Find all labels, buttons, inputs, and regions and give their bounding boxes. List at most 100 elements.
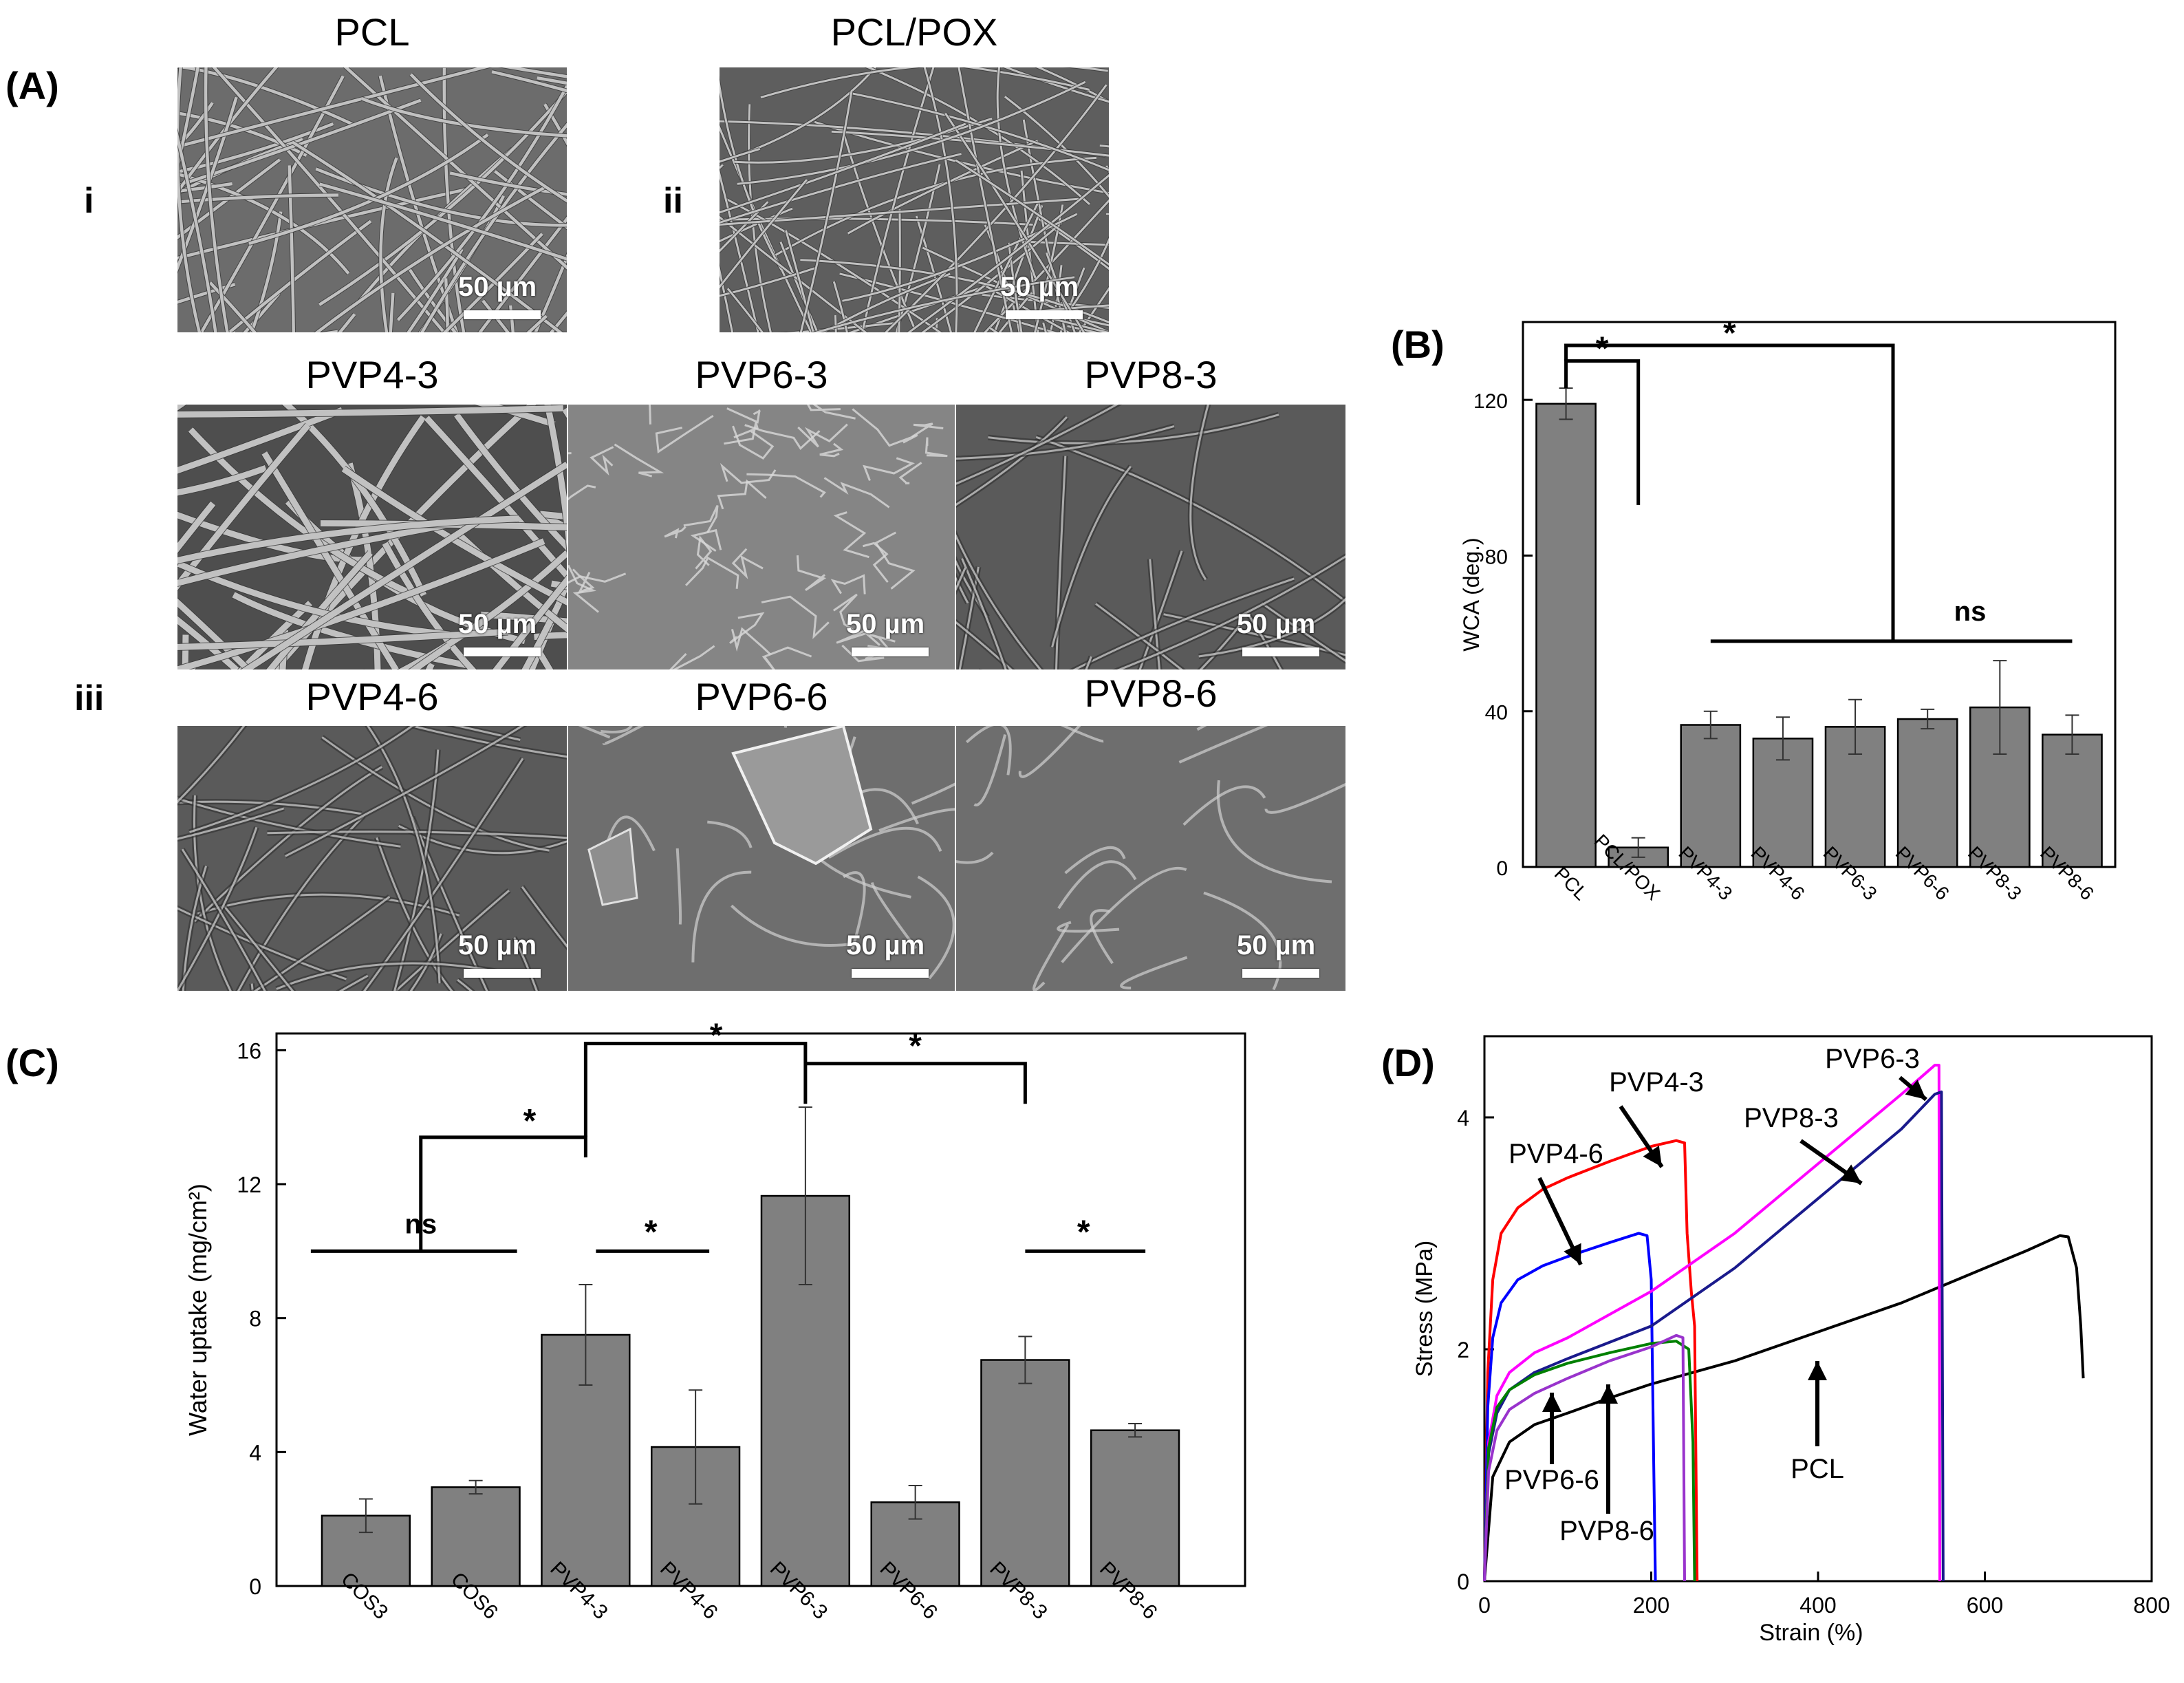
- annotation-arrowhead: [1808, 1361, 1827, 1380]
- panel-d-letter: (D): [1381, 1041, 1435, 1084]
- significance-star: *: [1077, 1214, 1090, 1250]
- scale-bar: [852, 647, 929, 656]
- significance-bracket: [583, 1042, 808, 1137]
- row-label-i: i: [84, 181, 94, 221]
- y-tick-label: 0: [1457, 1569, 1469, 1594]
- panel-a-letter: (A): [6, 64, 59, 107]
- sem-image: [177, 405, 567, 669]
- significance-star: *: [710, 1018, 723, 1054]
- sem-image-title: PVP8-3: [1084, 353, 1218, 396]
- sem-texture: [956, 405, 1345, 669]
- sem-texture: [568, 405, 955, 669]
- x-tick-label: 800: [2133, 1593, 2170, 1618]
- scale-bar: [464, 310, 541, 319]
- annotation-label: PVP4-6: [1509, 1139, 1603, 1169]
- sem-image-title: PVP4-3: [305, 353, 439, 396]
- bar: [1535, 403, 1597, 868]
- significance-bracket: [805, 1062, 1027, 1104]
- sem-image: [956, 405, 1345, 669]
- scale-bar: [852, 969, 929, 978]
- sem-texture: [720, 67, 1109, 332]
- significance-star: *: [1723, 315, 1736, 352]
- sem-image-title: PCL: [334, 10, 410, 54]
- scale-bar: [1242, 969, 1319, 978]
- series-line: [1483, 1234, 2085, 1582]
- annotation-label: PVP6-3: [1825, 1044, 1920, 1074]
- sem-image: [720, 67, 1109, 332]
- bar: [980, 1359, 1070, 1587]
- series-line: [1483, 1232, 1657, 1582]
- scale-bar: [464, 647, 541, 656]
- significance-bracket: [419, 1135, 587, 1252]
- scale-bar-label: 50 µm: [458, 930, 537, 961]
- sem-image: [568, 405, 955, 669]
- y-tick-label: 2: [1457, 1338, 1469, 1362]
- plot-frame: [1522, 321, 2117, 868]
- scale-bar: [1006, 310, 1083, 319]
- row-label-ii: ii: [663, 181, 683, 221]
- significance-star: *: [523, 1103, 537, 1139]
- y-tick-label: 12: [237, 1172, 261, 1197]
- sem-image: [568, 726, 955, 991]
- scale-bar-label: 50 µm: [1237, 609, 1316, 639]
- bar: [2042, 733, 2103, 868]
- bar: [1090, 1429, 1180, 1587]
- significance-ns: ns: [1954, 597, 1987, 627]
- sem-image-title: PVP4-6: [305, 675, 439, 718]
- annotation-arrowhead: [1905, 1080, 1926, 1100]
- significance-bracket: [1564, 359, 1641, 505]
- sem-image: [177, 67, 567, 332]
- y-tick-label: 16: [237, 1038, 261, 1063]
- scale-bar: [464, 969, 541, 978]
- scale-bar: [1242, 647, 1319, 656]
- scale-bar-label: 50 µm: [1237, 930, 1316, 961]
- annotation-label: PVP8-6: [1559, 1516, 1654, 1546]
- scale-bar-label: 50 µm: [458, 609, 537, 639]
- significance-star: *: [645, 1214, 658, 1250]
- series-line: [1483, 1333, 1686, 1582]
- scale-bar-label: 50 µm: [846, 930, 925, 961]
- x-axis-label: Strain (%): [1759, 1620, 1863, 1646]
- series-line: [1483, 1064, 1942, 1582]
- sem-image-title: PVP6-6: [695, 675, 828, 718]
- annotation-arrowhead: [1564, 1243, 1581, 1265]
- series-line: [1483, 1139, 1699, 1582]
- scale-bar-label: 50 µm: [1000, 272, 1079, 302]
- significance-star: *: [1596, 331, 1609, 367]
- panel-c-letter: (C): [6, 1041, 59, 1084]
- annotation-label: PCL: [1791, 1454, 1844, 1484]
- annotation-label: PVP8-3: [1744, 1103, 1839, 1133]
- x-tick-label: 200: [1633, 1593, 1669, 1618]
- y-tick-label: 40: [1485, 702, 1508, 725]
- series-line: [1483, 1340, 1696, 1582]
- significance-star: *: [909, 1028, 922, 1064]
- row-label-iii: iii: [74, 678, 105, 718]
- scale-bar-label: 50 µm: [846, 609, 925, 639]
- annotation-arrowhead: [1840, 1164, 1861, 1183]
- sem-texture: [568, 726, 955, 991]
- annotation-label: PVP6-6: [1504, 1465, 1599, 1495]
- sem-image-title: PVP8-6: [1084, 672, 1218, 715]
- annotation-arrowhead: [1643, 1145, 1662, 1167]
- x-tick-label: 600: [1967, 1593, 2003, 1618]
- sem-texture: [177, 67, 567, 332]
- sem-image: [956, 726, 1345, 991]
- x-tick-label: 400: [1799, 1593, 1836, 1618]
- sem-texture: [956, 726, 1345, 991]
- annotation-label: PVP4-3: [1609, 1067, 1704, 1097]
- significance-ns: ns: [404, 1209, 437, 1239]
- panel-b-letter: (B): [1391, 323, 1445, 366]
- y-tick-label: 4: [249, 1440, 261, 1465]
- annotation-arrowhead: [1542, 1393, 1561, 1412]
- y-tick-label: 120: [1473, 390, 1508, 413]
- bar: [760, 1194, 851, 1587]
- scale-bar-label: 50 µm: [458, 272, 537, 302]
- sem-image-title: PVP6-3: [695, 353, 828, 396]
- y-axis-label: Stress (MPa): [1412, 1241, 1438, 1377]
- y-tick-label: 0: [1496, 857, 1508, 880]
- bar: [1896, 718, 1958, 868]
- sem-texture: [177, 405, 567, 669]
